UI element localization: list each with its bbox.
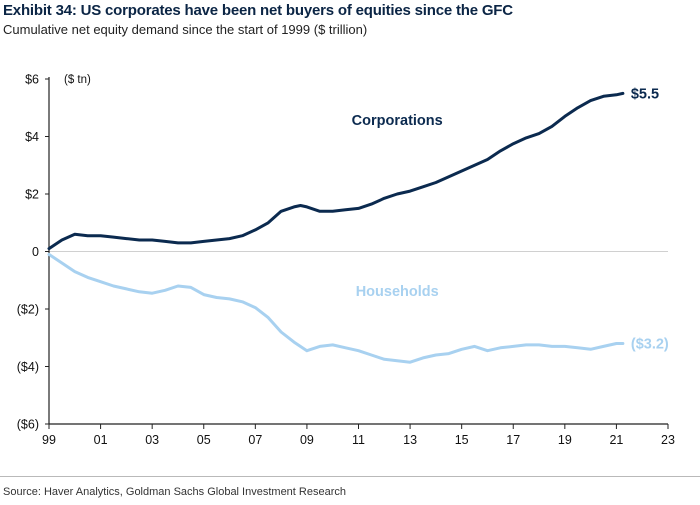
series-line-households (47, 252, 625, 364)
y-tick-label: ($4) (17, 360, 39, 374)
x-tick-label: 11 (352, 433, 365, 447)
series-annotation-households: Households (356, 284, 439, 300)
unit-label: ($ tn) (64, 74, 91, 86)
x-tick-label: 07 (248, 433, 262, 447)
chart-subtitle: Cumulative net equity demand since the s… (3, 22, 368, 37)
end-label-households: ($3.2) (631, 337, 669, 353)
x-tick-label: 09 (300, 433, 314, 447)
y-tick-label: 0 (32, 245, 39, 259)
x-tick-label: 05 (197, 433, 211, 447)
footer-divider (0, 476, 700, 477)
y-tick-label: ($6) (17, 418, 39, 432)
x-tick-label: 03 (145, 433, 159, 447)
x-tick-label: 13 (403, 433, 417, 447)
x-tick-label: 01 (94, 433, 108, 447)
y-tick-label: $6 (25, 73, 39, 87)
y-tick-label: ($2) (17, 303, 39, 317)
x-tick-label: 21 (609, 433, 623, 447)
x-tick-label: 99 (42, 433, 56, 447)
end-label-corporations: $5.5 (631, 86, 659, 102)
series-line-corporations (47, 91, 625, 251)
x-tick-label: 23 (661, 433, 675, 447)
x-tick-label: 19 (558, 433, 572, 447)
x-tick-label: 15 (455, 433, 469, 447)
chart-canvas: $6 $4 $2 0 ($2) ($4) ($6)99 01 03 05 07 09 11 13 15 17 1… (17, 73, 675, 448)
chart-title: Exhibit 34: US corporates have been net … (3, 2, 513, 19)
y-tick-label: $2 (25, 188, 39, 202)
x-tick-label: 17 (506, 433, 520, 447)
source-note: Source: Haver Analytics, Goldman Sachs G… (3, 486, 346, 498)
y-tick-label: $4 (25, 130, 39, 144)
series-annotation-corporations: Corporations (352, 113, 443, 129)
